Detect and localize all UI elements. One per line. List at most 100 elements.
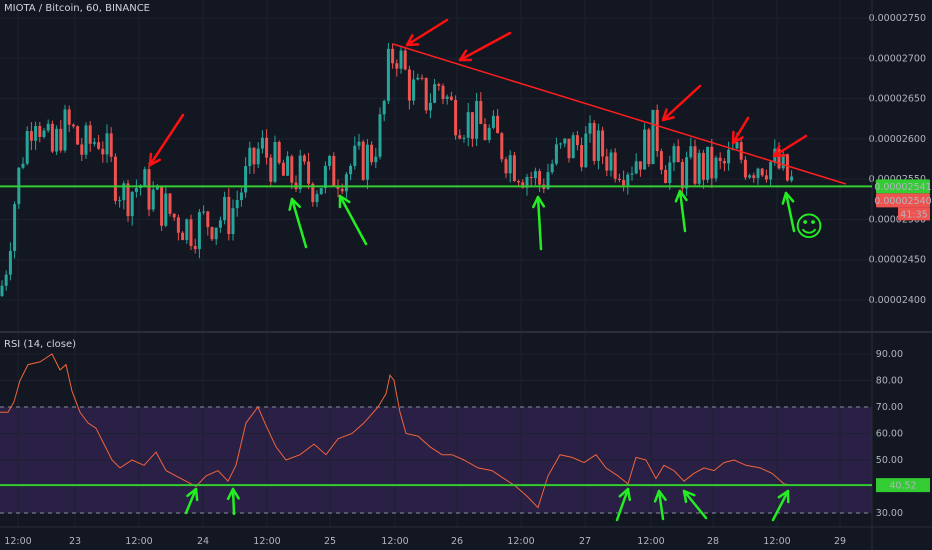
candle-body [332,155,336,187]
arrow-head [618,487,631,502]
candle-body [454,99,458,136]
candle [424,77,428,114]
candle [680,158,684,194]
candle-body [105,133,109,155]
arrow-shaft [458,31,512,62]
candle [790,170,794,183]
green-arrow [288,197,308,249]
candle-body [122,183,126,201]
candle [176,214,180,241]
candle-body [340,188,344,192]
arrow-shaft [184,487,198,515]
candle [655,104,659,158]
candle [244,157,248,198]
candle [697,149,701,188]
arrow-head [405,34,420,47]
last-price-label-bg [876,193,930,208]
candle [475,92,479,147]
candle [525,173,529,196]
green-arrow [781,191,796,233]
time-tick-label: 12:00 [507,536,534,547]
arrow-head [661,108,675,122]
price-tick-label: 0.00002700 [869,53,926,64]
price-tick-label: 0.00002450 [869,255,926,266]
candle [50,120,54,154]
candle [147,162,151,217]
candle [785,153,789,182]
red-arrow [148,113,185,167]
time-tick-label: 27 [579,536,591,547]
candle-body [260,137,264,149]
green-arrow [674,189,688,233]
candle-body [252,147,256,165]
candle-body [147,169,151,210]
arrow-head [731,130,744,145]
candle-body [80,144,84,155]
time-tick-label: 12:00 [253,536,280,547]
candle-body [357,141,361,146]
candle-body [638,161,642,170]
candle-body [550,163,554,173]
candle [336,179,340,198]
time-tick-label: 26 [451,536,463,547]
arrow-shaft [338,194,368,246]
candle-body [319,188,323,195]
candle [109,127,113,163]
candle-body [164,193,168,226]
candle [596,123,600,170]
candle-body [160,185,164,226]
rsi-line [0,353,791,509]
candle-body [664,169,668,184]
candle [365,139,369,190]
candle [374,147,378,169]
candle [538,168,542,193]
candle-body [55,128,59,152]
arrow-shaft [615,487,630,522]
arrow-shaft [678,189,687,233]
candle [63,104,67,153]
candle-body [235,200,239,209]
arrow-head [772,145,787,158]
candle-body [328,155,332,166]
candle-body [218,220,222,228]
candle-body [84,125,88,155]
candle-body [353,145,357,166]
candle [433,78,437,104]
candle [193,238,197,254]
time-tick-label: 12:00 [763,536,790,547]
candle [399,45,403,74]
candle-body [433,84,437,103]
candle-body [210,227,214,240]
price-tick-label: 0.00002500 [869,214,926,225]
candle [672,143,676,172]
candle-body [580,145,584,168]
candle-body [714,157,718,179]
arrow-shaft [290,197,308,249]
candle-body [227,196,231,234]
candle-body [101,148,105,155]
candle [231,199,235,241]
candle-body [151,189,155,210]
candle-body [735,142,739,149]
arrow-shaft [148,113,185,167]
candle [223,191,227,225]
candle [252,147,256,174]
candle [256,142,260,169]
rsi-tick-label: 30.00 [876,508,903,519]
candle [727,141,731,171]
rsi-title: RSI (14, close) [4,339,77,350]
candle [647,127,651,167]
candle [622,170,626,192]
candle [25,126,29,166]
candle-body [491,115,495,128]
candle-body [286,156,290,176]
candle [592,120,596,165]
candle-body [617,178,621,180]
candle [76,125,80,145]
candle-body [76,126,80,145]
candle-body [559,143,563,145]
candle-body [185,219,189,241]
candle-body [370,144,374,163]
candle [214,227,218,245]
candle [571,132,575,159]
